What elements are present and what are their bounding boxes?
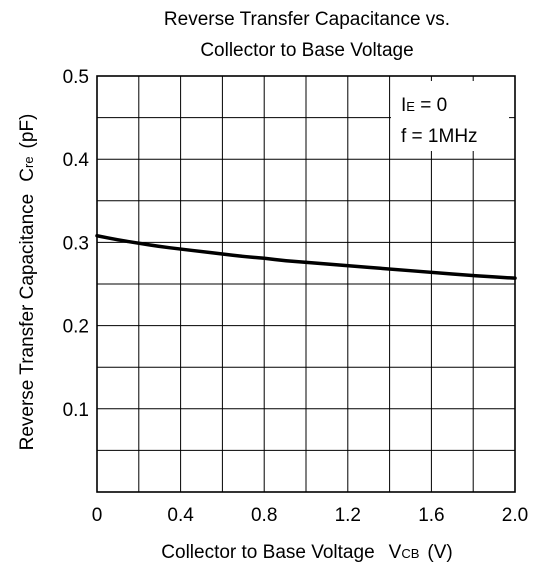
y-axis-label: Reverse Transfer CapacitanceCre(pF) — [17, 114, 38, 451]
annotation-ie: IE = 0 — [401, 95, 447, 116]
x-tick-label: 0.8 — [251, 505, 277, 526]
x-tick-label: 1.2 — [335, 505, 361, 526]
chart-title-line: Collector to Base Voltage — [200, 40, 413, 61]
plot-frame — [96, 75, 516, 493]
y-tick-label: 0.2 — [63, 317, 89, 338]
y-tick-label: 0.4 — [63, 150, 90, 171]
chart-title: Reverse Transfer Capacitance vs. Collecto… — [164, 9, 450, 61]
annotations: IE = 0 f = 1MHz — [401, 95, 478, 147]
annotation-f: f = 1MHz — [401, 126, 478, 147]
y-tick-labels: 0.1 0.2 0.3 0.4 0.5 — [63, 67, 90, 421]
x-tick-label: 0.4 — [167, 505, 194, 526]
x-tick-label: 2.0 — [502, 505, 528, 526]
x-axis-label-text: Collector to Base Voltage VCB (V) — [161, 542, 452, 563]
x-tick-labels: 0 0.4 0.8 1.2 1.6 2.0 — [92, 505, 529, 526]
chart-title-line: Reverse Transfer Capacitance vs. — [164, 9, 450, 30]
series-line — [95, 233, 517, 280]
y-axis-label-group: Reverse Transfer CapacitanceCre(pF) — [17, 114, 38, 451]
y-tick-label: 0.5 — [63, 67, 89, 88]
annotation-box — [391, 81, 509, 151]
series-group — [95, 233, 517, 280]
x-axis-label: Collector to Base Voltage VCB (V) — [161, 542, 452, 563]
x-tick-label: 1.6 — [418, 505, 444, 526]
y-axis-label-text: Reverse Transfer CapacitanceCre(pF) — [17, 114, 38, 451]
x-tick-label: 0 — [92, 505, 103, 526]
y-tick-label: 0.3 — [63, 233, 89, 254]
y-tick-label: 0.1 — [63, 400, 89, 421]
grid — [97, 76, 515, 492]
